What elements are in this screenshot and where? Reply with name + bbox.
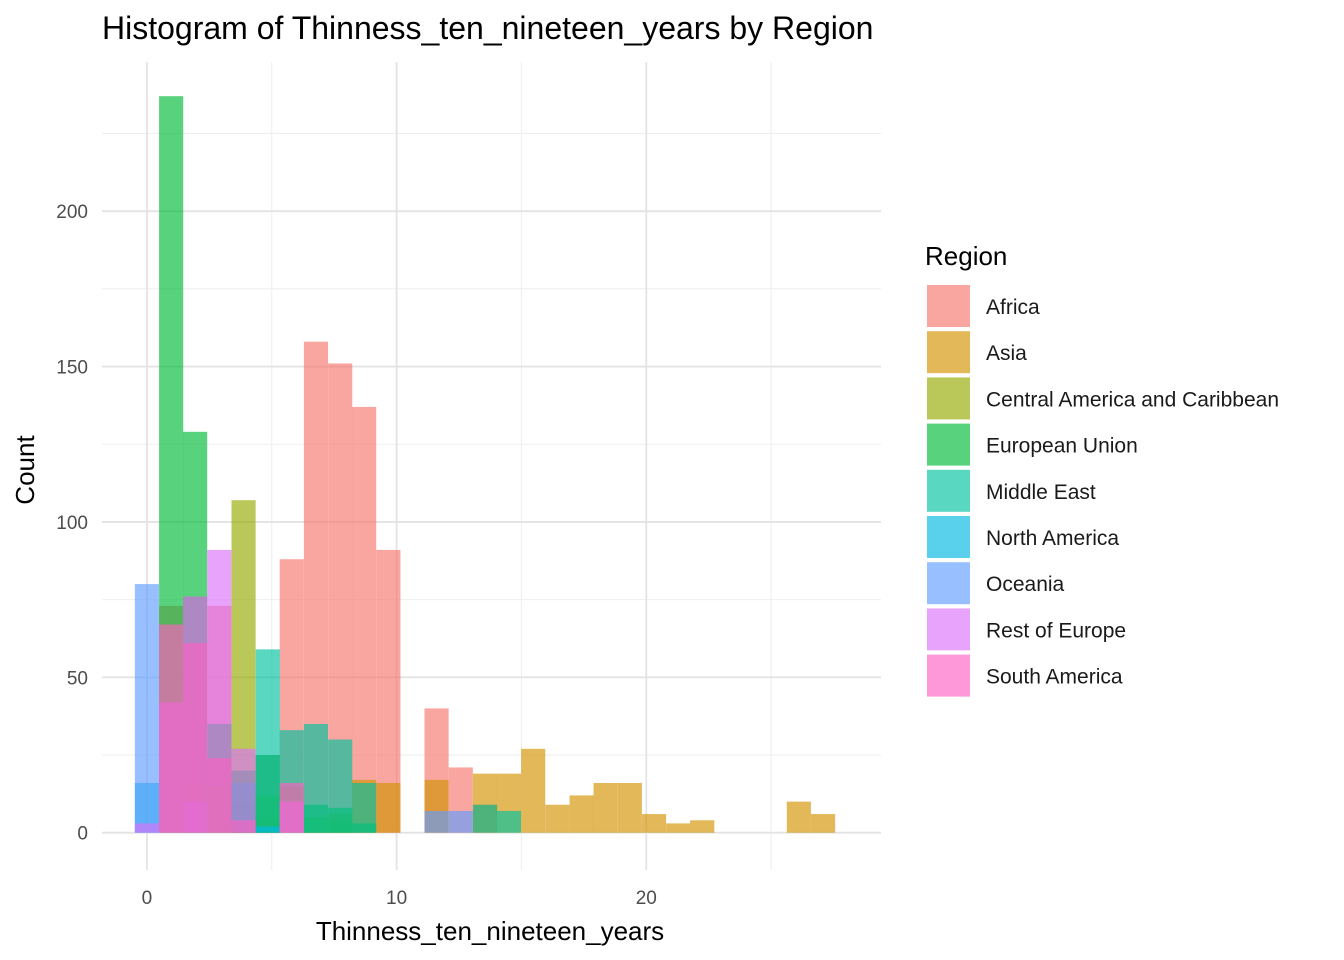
legend-label: North America [986, 527, 1119, 550]
legend-key [927, 285, 970, 327]
histogram-bar [352, 406, 377, 833]
legend-key [927, 377, 970, 420]
histogram-bar [496, 810, 522, 833]
histogram-bar [811, 814, 836, 833]
legend-key [927, 654, 970, 697]
histogram-bar [159, 624, 184, 833]
histogram-bar [207, 758, 232, 833]
histogram-bar [472, 804, 498, 833]
histogram-bar [666, 823, 691, 833]
histogram-bar [545, 804, 570, 833]
y-tick-label: 100 [56, 513, 88, 534]
histogram-bar [448, 810, 473, 833]
histogram-bar [255, 649, 280, 833]
legend-title: Region [925, 241, 1007, 271]
histogram-bar [231, 748, 256, 833]
histogram-bar [279, 782, 304, 833]
chart-title: Histogram of Thinness_ten_nineteen_years… [102, 10, 873, 46]
legend-key [927, 331, 970, 374]
y-tick-label: 200 [56, 202, 88, 223]
histogram-bar [134, 584, 160, 833]
histogram-bar [641, 814, 667, 833]
y-tick-label: 50 [67, 668, 88, 689]
legend-label: Rest of Europe [986, 619, 1126, 642]
histogram-bar [376, 782, 401, 833]
histogram-bar [134, 823, 160, 833]
legend-label: European Union [986, 435, 1138, 458]
histogram-bar [569, 795, 594, 833]
bars [134, 96, 836, 833]
legend-key [927, 608, 970, 651]
y-tick-label: 150 [56, 358, 88, 379]
legend-label: Africa [986, 296, 1040, 319]
legend-key [927, 562, 970, 605]
x-tick-label: 20 [636, 888, 657, 909]
legend-key [927, 516, 970, 558]
y-tick-label: 0 [77, 824, 88, 845]
histogram-bar [352, 782, 377, 833]
histogram-bar [521, 748, 546, 833]
legend-label: South America [986, 666, 1123, 689]
histogram-bar [593, 782, 618, 833]
histogram-bar [617, 782, 642, 833]
legend: Region Africa Asia Central America and Car… [925, 241, 1279, 697]
legend-label: Oceania [986, 573, 1065, 596]
histogram-bar [183, 643, 208, 833]
x-tick-label: 10 [386, 888, 407, 909]
histogram-bar [255, 826, 280, 833]
histogram-bar [328, 739, 353, 833]
legend-label: Middle East [986, 481, 1096, 504]
legend-label: Asia [986, 342, 1027, 365]
axis-ticks: 0 50 100 150 200 0 10 20 [56, 202, 657, 909]
y-axis-title: Count [10, 435, 40, 505]
histogram-bar [690, 820, 715, 833]
histogram-bar [786, 801, 811, 833]
histogram-bar [424, 810, 449, 833]
x-tick-label: 0 [142, 888, 153, 909]
histogram-bar [231, 820, 256, 833]
x-axis-title: Thinness_ten_nineteen_years [316, 916, 664, 946]
legend-label: Central America and Caribbean [986, 388, 1279, 411]
legend-key [927, 423, 970, 466]
histogram-bar [303, 723, 329, 833]
legend-key [927, 469, 970, 512]
